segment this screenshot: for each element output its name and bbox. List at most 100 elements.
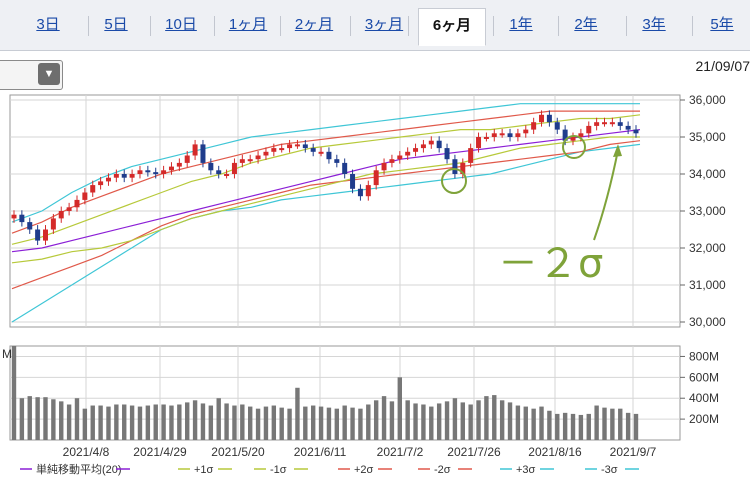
sma20-line [11, 129, 641, 253]
tab-separator [626, 16, 627, 36]
candle-body [42, 229, 48, 241]
volume-bar [271, 405, 277, 440]
price-tick-label: 32,000 [689, 241, 726, 255]
candle-body [35, 229, 41, 241]
candle-body [287, 144, 293, 149]
volume-bar [436, 403, 442, 440]
candle-body [294, 144, 300, 147]
tab-separator [692, 16, 693, 36]
candle-body [200, 144, 206, 163]
candle-body [145, 170, 151, 173]
candle-body [381, 162, 387, 171]
candle-body [184, 155, 190, 163]
candle-body [239, 159, 245, 163]
volume-bar [350, 407, 355, 440]
candle-body [326, 151, 332, 160]
tab-9[interactable]: 3年 [642, 16, 666, 33]
volume-bar [240, 404, 245, 440]
volume-bar [114, 404, 119, 440]
volume-bar [594, 405, 599, 440]
volume-bar [255, 408, 261, 440]
volume-bar [547, 410, 552, 440]
candle-body [192, 144, 198, 156]
tab-separator [350, 16, 351, 36]
date-tick-label: 2021/6/11 [294, 445, 347, 459]
tab-0[interactable]: 3日 [36, 16, 60, 33]
candle-body [578, 133, 584, 137]
legend-label: -1σ [270, 464, 287, 476]
candle-body [224, 174, 230, 176]
annotation-circle [441, 168, 467, 194]
tab-separator [408, 16, 409, 36]
candle-body [66, 207, 72, 211]
tab-separator [280, 16, 281, 36]
candle-body [247, 159, 253, 162]
volume-bar [523, 406, 528, 440]
volume-tick-label: 600M [689, 370, 719, 384]
volume-bar [106, 406, 111, 440]
tab-5[interactable]: 3ヶ月 [364, 16, 404, 33]
volume-bar [618, 408, 623, 440]
volume-unit-label: M [2, 347, 12, 361]
date-tick-label: 2021/7/26 [447, 445, 501, 459]
volume-bar [19, 398, 25, 440]
tab-7[interactable]: 1年 [509, 16, 533, 33]
candle-body [334, 159, 340, 163]
volume-bar [397, 377, 402, 440]
candle-body [342, 162, 348, 174]
candle-body [554, 122, 560, 130]
band-minus3-line [11, 143, 641, 323]
volume-bar [145, 405, 151, 440]
legend-label: +3σ [516, 464, 536, 476]
candle-body [539, 114, 545, 123]
candle-body [263, 151, 269, 156]
volume-bar [287, 408, 292, 440]
candle-body [50, 218, 56, 230]
volume-bar [310, 405, 316, 440]
candle-body [168, 166, 174, 171]
volume-bar [468, 404, 473, 440]
tab-separator [493, 16, 494, 36]
tab-10[interactable]: 5年 [710, 16, 734, 33]
candle-body [507, 133, 513, 137]
volume-bar [610, 408, 615, 440]
volume-bar [137, 406, 143, 440]
tab-3[interactable]: 1ヶ月 [228, 16, 268, 33]
chevron-down-icon[interactable]: ▼ [38, 63, 60, 85]
candle-body [137, 170, 143, 174]
candle-body [105, 177, 111, 182]
candle-body [11, 214, 17, 219]
tab-separator [88, 16, 89, 36]
tab-2[interactable]: 10日 [165, 16, 197, 33]
volume-bar [129, 405, 135, 440]
volume-bar [318, 406, 324, 440]
candle-body [98, 181, 104, 186]
legend-label: 単純移動平均(20) [36, 462, 122, 476]
candle-body [216, 170, 222, 174]
volume-bar [263, 406, 269, 440]
candle-body [365, 185, 371, 197]
volume-bar [59, 401, 64, 440]
tab-6[interactable]: 6ヶ月 [418, 8, 486, 46]
tab-4[interactable]: 2ヶ月 [294, 16, 334, 33]
candle-body [318, 151, 324, 154]
candle-body [499, 133, 505, 136]
candle-body [161, 170, 167, 174]
indicator-dropdown[interactable]: ▼ [0, 60, 63, 90]
volume-bar [122, 404, 127, 440]
volume-bar [531, 408, 536, 440]
tab-1[interactable]: 5日 [104, 16, 128, 33]
candle-body [129, 174, 135, 178]
candle-body [625, 125, 631, 130]
volume-bar [381, 396, 387, 440]
date-tick-label: 2021/4/8 [63, 445, 110, 459]
volume-bar [373, 400, 379, 440]
volume-bar [429, 406, 434, 440]
candle-body [444, 148, 450, 160]
tab-8[interactable]: 2年 [574, 16, 598, 33]
price-tick-label: 30,000 [689, 315, 726, 329]
candle-body [405, 151, 411, 156]
candle-body [594, 122, 600, 126]
candle-body [531, 122, 537, 130]
